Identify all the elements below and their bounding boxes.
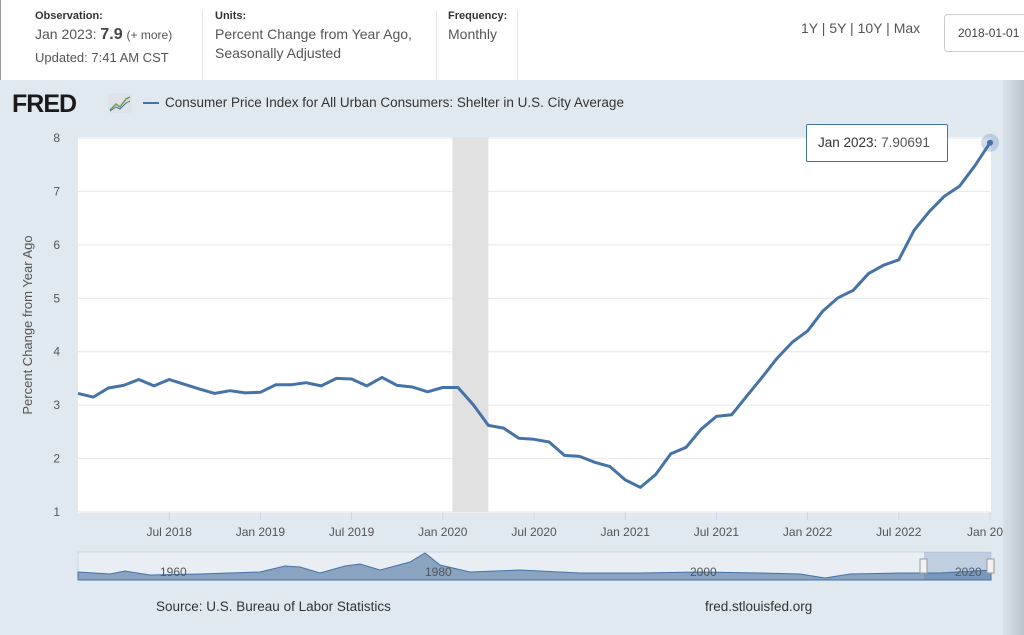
series-title: Consumer Price Index for All Urban Consu… [143,95,624,110]
x-tick-label: Jan 2021 [601,525,651,539]
units-line2: Seasonally Adjusted [215,45,342,61]
header-bar: Observation: Jan 2023: 7.9 (+ more) Upda… [0,0,1024,80]
series-line [77,141,992,489]
source-text: Source: U.S. Bureau of Labor Statistics [156,599,391,614]
x-tick-label: Jul 2021 [694,525,740,539]
y-tick-label: 7 [53,184,60,198]
observation-label: Observation: [35,10,103,22]
y-tick-label: 4 [53,345,60,359]
y-tick-label: 3 [53,398,60,412]
observation-date: Jan 2023: [35,26,97,42]
side-scrollbar[interactable] [1003,80,1024,635]
site-link[interactable]: fred.stlouisfed.org [705,599,813,614]
y-axis-label: Percent Change from Year Ago [20,235,35,414]
frequency-value: Monthly [448,26,498,42]
x-tick-label: Jan 2022 [783,525,833,539]
range-max[interactable]: Max [893,20,921,36]
navigator-series [77,552,992,581]
navigator-label: 2020 [955,565,982,579]
navigator-handle-right[interactable] [986,558,995,574]
navigator-label: 2000 [690,565,717,579]
x-tick-label: Jul 2020 [511,525,557,539]
y-tick-label: 1 [53,505,60,519]
fred-logo: FRED [12,90,77,118]
x-tick-label: Jul 2018 [147,525,193,539]
y-tick-label: 5 [53,291,60,305]
x-tick-label: Jul 2019 [329,525,375,539]
start-date-input[interactable]: 2018-01-01 [944,14,1024,52]
units-label: Units: [215,10,247,22]
y-tick-label: 8 [53,131,60,145]
navigator-handle-left[interactable] [919,558,928,574]
range-5y[interactable]: 5Y [829,20,847,36]
range-1y[interactable]: 1Y [801,20,818,36]
chart-trend-icon [108,93,132,113]
navigator-label: 1960 [160,565,187,579]
tooltip-date: Jan 2023: [818,135,878,150]
y-tick-label: 6 [53,238,60,252]
x-tick-label: Jan 2020 [418,525,468,539]
updated-time: Updated: 7:41 AM CST [35,50,169,65]
hover-point [987,139,993,146]
frequency-block: Frequency: Monthly [448,10,518,80]
navigator-label: 1980 [425,565,452,579]
units-block: Units: Percent Change from Year Ago, Sea… [215,10,437,80]
y-tick-label: 2 [53,452,60,466]
units-line1: Percent Change from Year Ago, [215,26,412,42]
navigator-window[interactable] [924,552,991,580]
range-selector: 1Y | 5Y | 10Y | Max [801,20,921,36]
x-tick-label: Jan 20... [967,525,1013,539]
more-link[interactable]: (+ more) [126,28,173,42]
range-10y[interactable]: 10Y [857,20,883,36]
tooltip: Jan 2023: 7.90691 [806,124,948,162]
tooltip-value: 7.90691 [881,135,930,150]
observation-block: Observation: Jan 2023: 7.9 (+ more) Upda… [35,10,203,80]
frequency-label: Frequency: [448,10,508,22]
x-tick-label: Jan 2019 [236,525,286,539]
recession-shading [452,137,489,512]
plot-area [78,137,991,513]
x-tick-label: Jul 2022 [876,525,922,539]
observation-value: 7.9 [100,26,123,43]
